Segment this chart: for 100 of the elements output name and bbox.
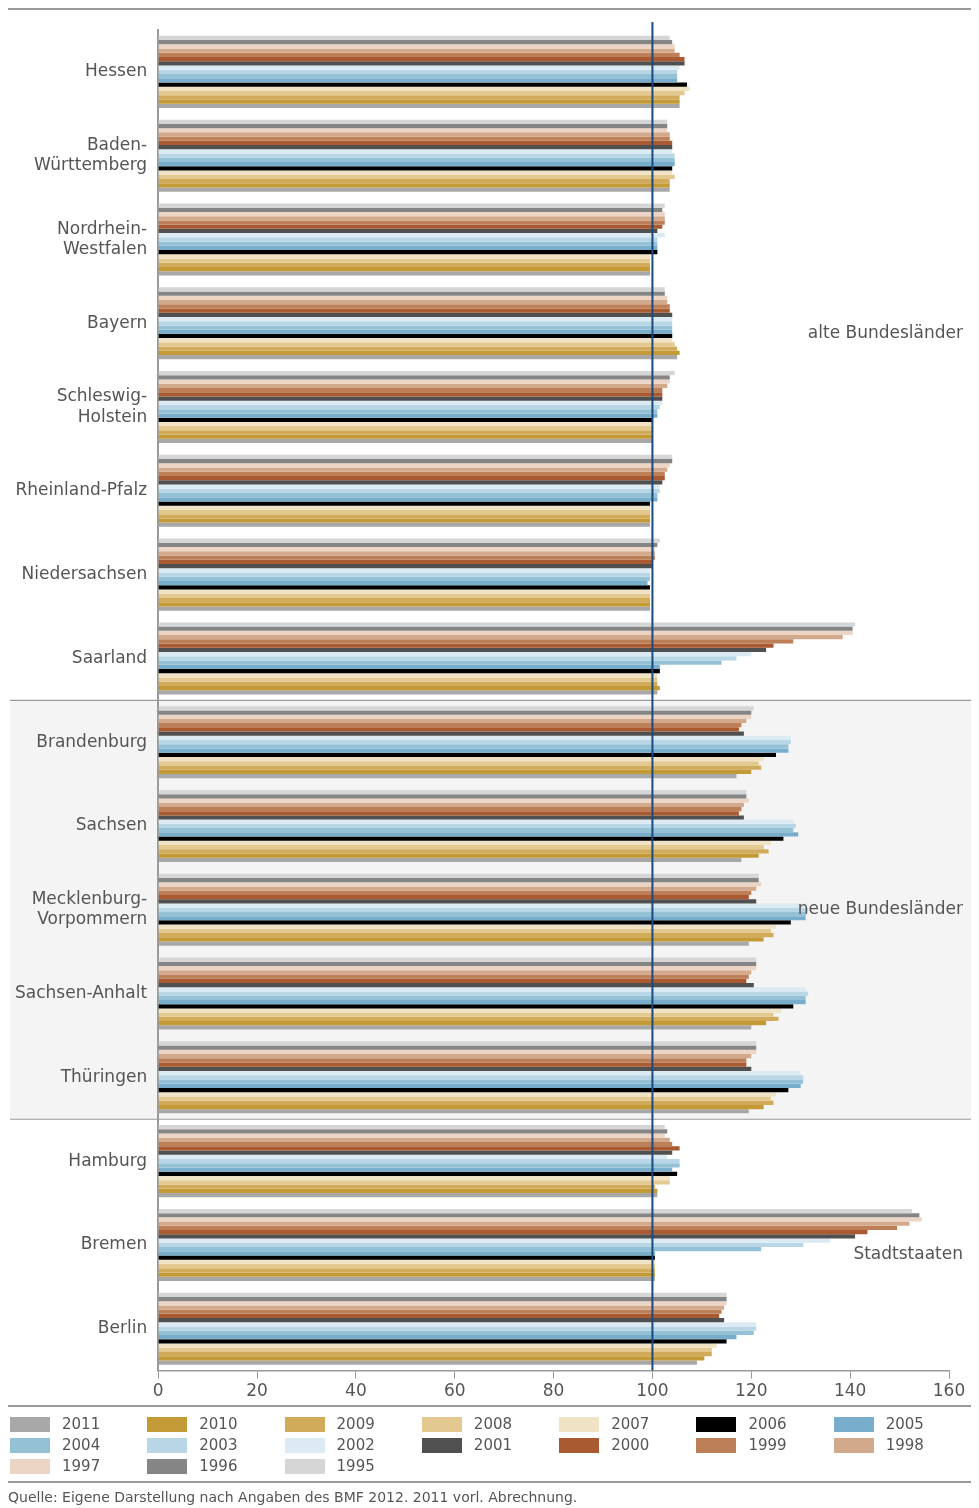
bar bbox=[158, 727, 739, 732]
y-tick-label: Mecklenburg-Vorpommern bbox=[31, 887, 148, 929]
bar bbox=[158, 568, 650, 573]
bar bbox=[158, 1225, 898, 1231]
bar bbox=[158, 211, 665, 217]
bar bbox=[158, 1352, 712, 1357]
x-tick-label: 40 bbox=[345, 1380, 367, 1401]
bar bbox=[158, 1175, 670, 1181]
bar bbox=[158, 52, 680, 58]
bar bbox=[158, 564, 653, 569]
bar bbox=[158, 1343, 717, 1348]
bar bbox=[158, 371, 675, 376]
x-tick-label: 60 bbox=[443, 1380, 466, 1401]
bar bbox=[158, 1330, 754, 1336]
bar bbox=[158, 1092, 777, 1097]
y-tick-label: Rheinland-Pfalz bbox=[15, 479, 148, 500]
bar bbox=[158, 1318, 725, 1323]
bar bbox=[158, 1192, 658, 1198]
bar bbox=[158, 585, 650, 590]
bar bbox=[158, 1251, 655, 1256]
bar bbox=[158, 254, 650, 259]
bar bbox=[158, 40, 673, 45]
bar bbox=[158, 580, 648, 586]
y-tick-label: Berlin bbox=[97, 1317, 148, 1338]
legend-label: 2009 bbox=[336, 1415, 375, 1433]
bar bbox=[158, 379, 670, 384]
bar bbox=[158, 153, 675, 158]
bar bbox=[158, 350, 680, 356]
bar bbox=[158, 409, 658, 414]
bar bbox=[158, 1309, 722, 1314]
bar bbox=[158, 136, 670, 141]
x-tick-label: 0 bbox=[152, 1380, 164, 1401]
bar bbox=[158, 811, 739, 816]
bar bbox=[158, 849, 769, 854]
bar bbox=[158, 1272, 655, 1277]
bar bbox=[158, 789, 747, 795]
bar bbox=[158, 291, 665, 296]
bar bbox=[158, 166, 673, 171]
bar bbox=[158, 873, 759, 878]
bar bbox=[158, 1301, 727, 1306]
bar bbox=[158, 1163, 680, 1168]
bar bbox=[158, 647, 767, 653]
bar bbox=[158, 626, 853, 631]
bar bbox=[158, 593, 650, 598]
legend-label: 1995 bbox=[336, 1457, 375, 1475]
bar bbox=[158, 916, 806, 921]
bar bbox=[158, 1096, 772, 1101]
bar bbox=[158, 857, 742, 863]
bar bbox=[158, 882, 762, 887]
bar bbox=[158, 673, 658, 678]
bar bbox=[158, 355, 678, 360]
bar bbox=[158, 1208, 912, 1214]
bar bbox=[158, 396, 663, 401]
bar bbox=[158, 299, 668, 305]
legend-label: 2011 bbox=[62, 1415, 101, 1433]
x-tick-label: 80 bbox=[542, 1380, 565, 1401]
bar bbox=[158, 1154, 668, 1160]
bar bbox=[158, 576, 650, 581]
bar bbox=[158, 652, 752, 657]
y-tick-label: Hamburg bbox=[68, 1149, 148, 1170]
bar bbox=[158, 572, 650, 577]
bar bbox=[158, 44, 675, 49]
bar bbox=[158, 492, 658, 498]
legend-label: 2004 bbox=[62, 1436, 101, 1454]
bar bbox=[158, 1360, 697, 1365]
bar bbox=[158, 434, 653, 439]
bar bbox=[158, 723, 742, 728]
bar bbox=[158, 718, 747, 724]
bar bbox=[158, 333, 673, 339]
bar bbox=[158, 1339, 727, 1344]
bar bbox=[158, 233, 665, 238]
bar bbox=[158, 1142, 673, 1147]
bar bbox=[158, 744, 789, 749]
bar bbox=[158, 312, 673, 317]
y-tick-label: Schleswig-Holstein bbox=[56, 385, 148, 426]
bar bbox=[158, 1234, 856, 1239]
bar bbox=[158, 1238, 831, 1243]
source-note: Quelle: Eigene Darstellung nach Angaben des BMF 2012. 2011 vorl. Abrechnung. bbox=[8, 1489, 579, 1505]
bar bbox=[158, 1268, 655, 1273]
bar bbox=[158, 157, 675, 163]
bar bbox=[158, 1041, 757, 1046]
bar bbox=[158, 894, 749, 900]
bar bbox=[158, 995, 806, 1000]
bar bbox=[158, 1004, 794, 1009]
bar bbox=[158, 228, 658, 234]
bar bbox=[158, 1180, 670, 1185]
bar bbox=[158, 69, 678, 75]
bar bbox=[158, 287, 665, 292]
legend-label: 2003 bbox=[199, 1436, 238, 1454]
bar bbox=[158, 245, 658, 251]
bar bbox=[158, 224, 663, 229]
bar bbox=[158, 1263, 655, 1269]
legend-label: 2005 bbox=[885, 1415, 924, 1433]
bar bbox=[158, 1230, 868, 1235]
bar bbox=[158, 518, 650, 523]
legend-label: 2000 bbox=[611, 1436, 650, 1454]
bar bbox=[158, 798, 749, 803]
bar bbox=[158, 589, 650, 594]
bar bbox=[158, 1054, 752, 1059]
bar bbox=[158, 421, 653, 427]
